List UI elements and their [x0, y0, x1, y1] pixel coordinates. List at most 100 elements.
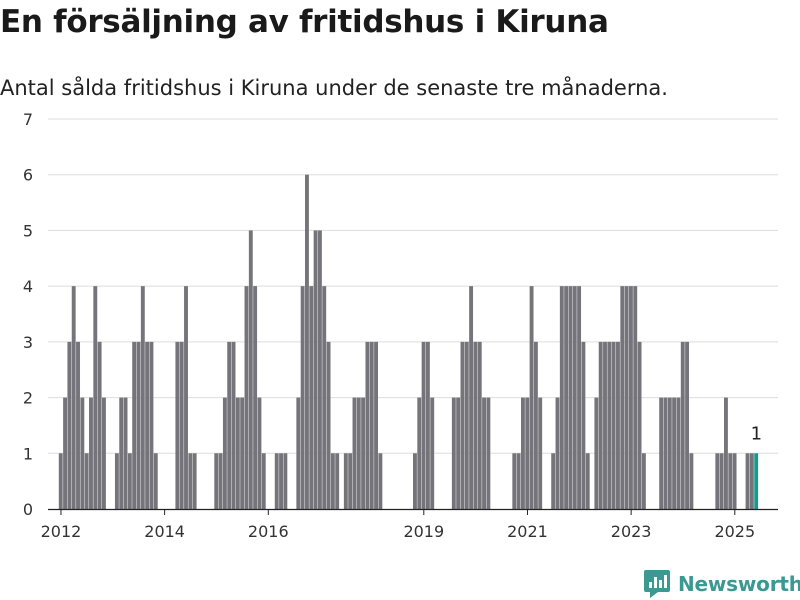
x-tick-label: 2016	[248, 522, 289, 541]
x-tick-label: 2012	[41, 522, 82, 541]
bar	[628, 286, 633, 509]
bar	[641, 453, 646, 509]
value-label: 1	[751, 423, 762, 444]
bar	[119, 397, 124, 509]
bar	[594, 397, 599, 509]
newsworthy-icon	[644, 570, 670, 598]
bar	[637, 341, 642, 509]
bar	[132, 341, 137, 509]
bar	[564, 286, 569, 509]
y-tick-label: 5	[23, 221, 33, 240]
bar	[430, 397, 435, 509]
bar	[719, 453, 724, 509]
bar	[63, 397, 68, 509]
bar	[464, 341, 469, 509]
bar	[326, 341, 331, 509]
bar	[745, 453, 750, 509]
chart-subtitle: Antal sålda fritidshus i Kiruna under de…	[0, 76, 668, 100]
bar	[512, 453, 517, 509]
bar	[127, 453, 132, 509]
bar	[689, 453, 694, 509]
bar	[348, 453, 353, 509]
bar	[300, 286, 305, 509]
bar	[114, 453, 119, 509]
bar	[93, 286, 98, 509]
bar	[732, 453, 737, 509]
bar	[724, 397, 728, 509]
bar	[378, 453, 383, 509]
bar	[369, 341, 374, 509]
bar	[482, 397, 486, 509]
bar	[525, 397, 530, 509]
bar	[715, 453, 720, 509]
bar	[218, 453, 223, 509]
grid-lines	[48, 118, 778, 454]
annotations: 1	[751, 423, 762, 444]
y-axis-labels: 0 1 2 3 4 5 6 7	[23, 110, 33, 519]
bar	[257, 397, 262, 509]
bar	[352, 397, 357, 509]
bar	[84, 453, 89, 509]
x-axis: 2012 2014 2016 2019 2021 2023 2025	[41, 508, 778, 541]
y-tick-label: 1	[23, 444, 33, 463]
brand-logo: Newsworthy	[644, 568, 800, 600]
bar	[89, 397, 93, 509]
x-tick-label: 2021	[507, 522, 548, 541]
bar	[235, 397, 240, 509]
bar	[67, 341, 72, 509]
bar	[330, 453, 335, 509]
bar	[555, 397, 560, 509]
bar	[80, 397, 85, 509]
y-tick-label: 0	[23, 500, 33, 519]
bar	[516, 453, 521, 509]
bar	[603, 341, 607, 509]
bar	[413, 453, 417, 509]
bar	[335, 453, 340, 509]
bar	[616, 341, 620, 509]
bar	[611, 341, 616, 509]
bar	[520, 397, 525, 509]
bar	[451, 397, 456, 509]
bar	[607, 341, 612, 509]
bar	[425, 341, 430, 509]
bar	[145, 341, 150, 509]
bar	[274, 453, 279, 509]
bar	[71, 286, 76, 509]
bar	[261, 453, 266, 509]
bar	[184, 286, 188, 509]
bar	[227, 341, 232, 509]
bar	[188, 453, 193, 509]
bar	[624, 286, 629, 509]
bar	[140, 286, 145, 509]
y-tick-label: 6	[23, 166, 33, 185]
bar	[572, 286, 577, 509]
bar	[663, 397, 668, 509]
bar	[101, 397, 106, 509]
chart-title: En försäljning av fritidshus i Kiruna	[0, 4, 609, 40]
bar	[633, 286, 638, 509]
bar	[317, 230, 322, 509]
bar	[153, 453, 158, 509]
bar	[581, 341, 586, 509]
x-tick-label: 2025	[714, 522, 755, 541]
bar	[283, 453, 288, 509]
bar	[585, 453, 590, 509]
bar	[659, 397, 664, 509]
bar	[365, 341, 370, 509]
bar	[309, 286, 314, 509]
y-tick-label: 3	[23, 333, 33, 352]
bar	[749, 453, 754, 509]
bar	[305, 174, 309, 509]
bar	[577, 286, 582, 509]
bar	[253, 286, 258, 509]
bar	[559, 286, 564, 509]
bar	[486, 397, 491, 509]
bar	[417, 397, 422, 509]
bar	[456, 397, 461, 509]
bar	[685, 341, 690, 509]
bar	[620, 286, 625, 509]
bar	[533, 341, 538, 509]
bar	[313, 230, 318, 509]
bar	[469, 286, 474, 509]
